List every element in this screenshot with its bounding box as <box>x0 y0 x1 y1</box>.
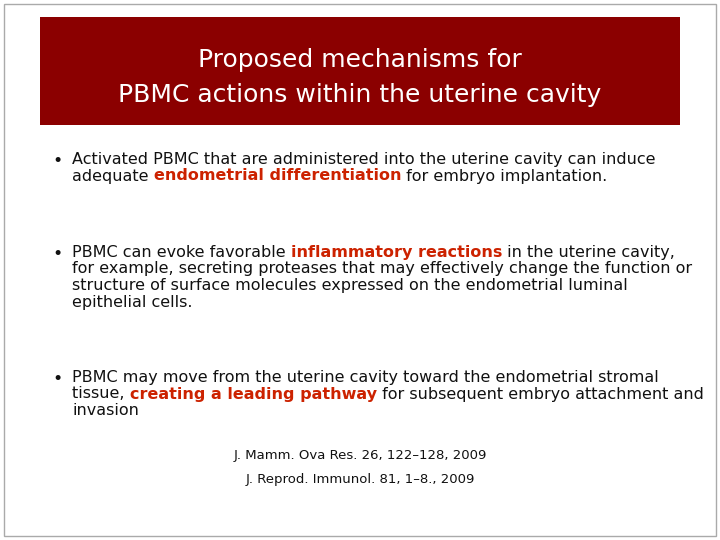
Text: adequate: adequate <box>72 168 153 184</box>
Text: J. Mamm. Ova Res. 26, 122–128, 2009: J. Mamm. Ova Res. 26, 122–128, 2009 <box>233 449 487 462</box>
Text: •: • <box>52 245 62 263</box>
Text: structure of surface molecules expressed on the endometrial luminal: structure of surface molecules expressed… <box>72 278 628 293</box>
Text: PBMC actions within the uterine cavity: PBMC actions within the uterine cavity <box>118 83 602 107</box>
Text: PBMC may move from the uterine cavity toward the endometrial stromal: PBMC may move from the uterine cavity to… <box>72 370 659 385</box>
Text: inflammatory reactions: inflammatory reactions <box>291 245 502 260</box>
Text: for example, secreting proteases that may effectively change the function or: for example, secreting proteases that ma… <box>72 261 692 276</box>
Text: endometrial differentiation: endometrial differentiation <box>153 168 401 184</box>
Text: Proposed mechanisms for: Proposed mechanisms for <box>198 48 522 72</box>
Text: Activated PBMC that are administered into the uterine cavity can induce: Activated PBMC that are administered int… <box>72 152 655 167</box>
Text: J. Reprod. Immunol. 81, 1–8., 2009: J. Reprod. Immunol. 81, 1–8., 2009 <box>246 474 474 487</box>
Text: creating a leading pathway: creating a leading pathway <box>130 387 377 402</box>
Text: epithelial cells.: epithelial cells. <box>72 294 192 309</box>
Text: •: • <box>52 370 62 388</box>
Text: for subsequent embryo attachment and: for subsequent embryo attachment and <box>377 387 703 402</box>
Text: tissue,: tissue, <box>72 387 130 402</box>
Text: in the uterine cavity,: in the uterine cavity, <box>502 245 675 260</box>
Text: •: • <box>52 152 62 170</box>
Text: PBMC can evoke favorable: PBMC can evoke favorable <box>72 245 291 260</box>
Text: invasion: invasion <box>72 403 139 418</box>
Text: for embryo implantation.: for embryo implantation. <box>401 168 608 184</box>
Bar <box>40 17 680 125</box>
